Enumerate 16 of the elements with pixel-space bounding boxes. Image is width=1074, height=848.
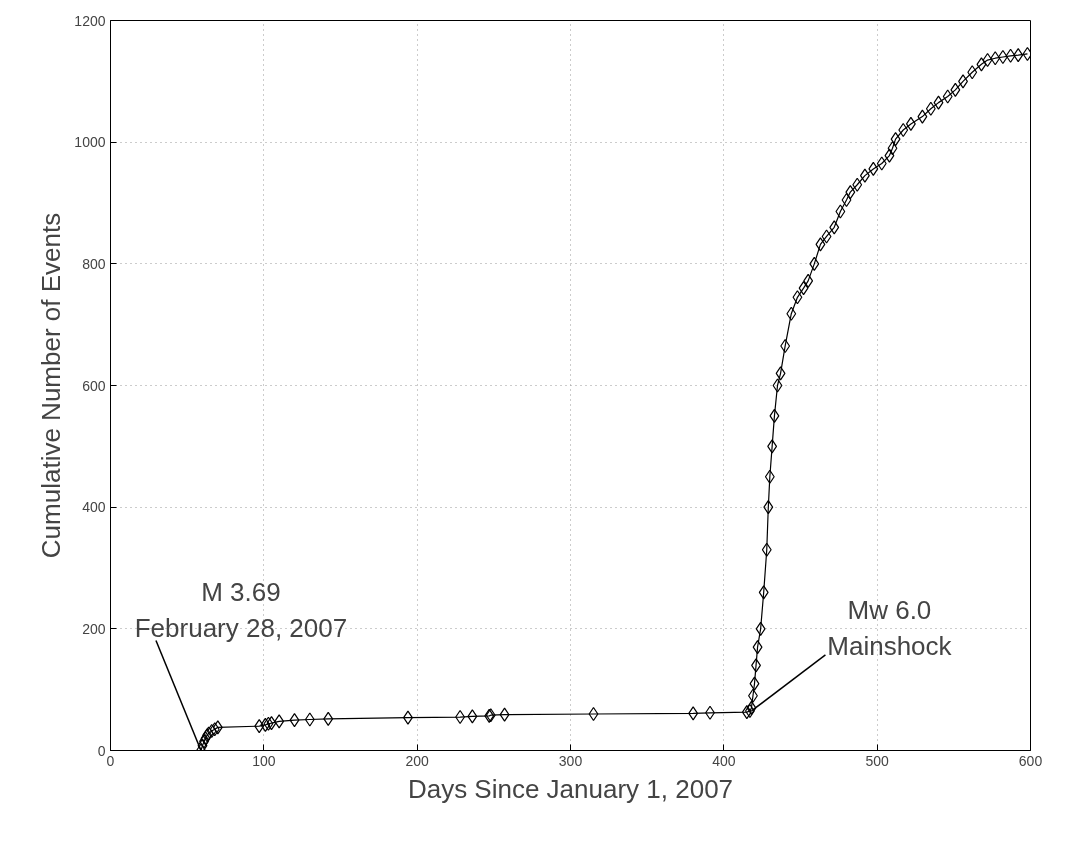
annotation: Mw 6.0 Mainshock: [827, 594, 953, 661]
x-tick-label: 500: [865, 752, 890, 769]
x-axis-title: Days Since January 1, 2007: [407, 773, 734, 804]
annotation: M 3.69 February 28, 2007: [134, 576, 348, 643]
y-tick-label: 400: [82, 499, 106, 516]
x-tick-label: 400: [712, 752, 736, 769]
x-tick-label: 100: [252, 752, 276, 769]
y-axis-title: Cumulative Number of Events: [36, 212, 67, 559]
x-tick-label: 600: [1018, 752, 1043, 769]
y-tick-label: 600: [82, 377, 106, 394]
y-tick-label: 1200: [74, 12, 106, 29]
y-tick-label: 1000: [74, 134, 106, 151]
x-tick-label: 200: [405, 752, 430, 769]
y-tick-label: 200: [82, 620, 106, 637]
y-tick-label: 800: [82, 255, 106, 272]
x-tick-label: 300: [558, 752, 583, 769]
